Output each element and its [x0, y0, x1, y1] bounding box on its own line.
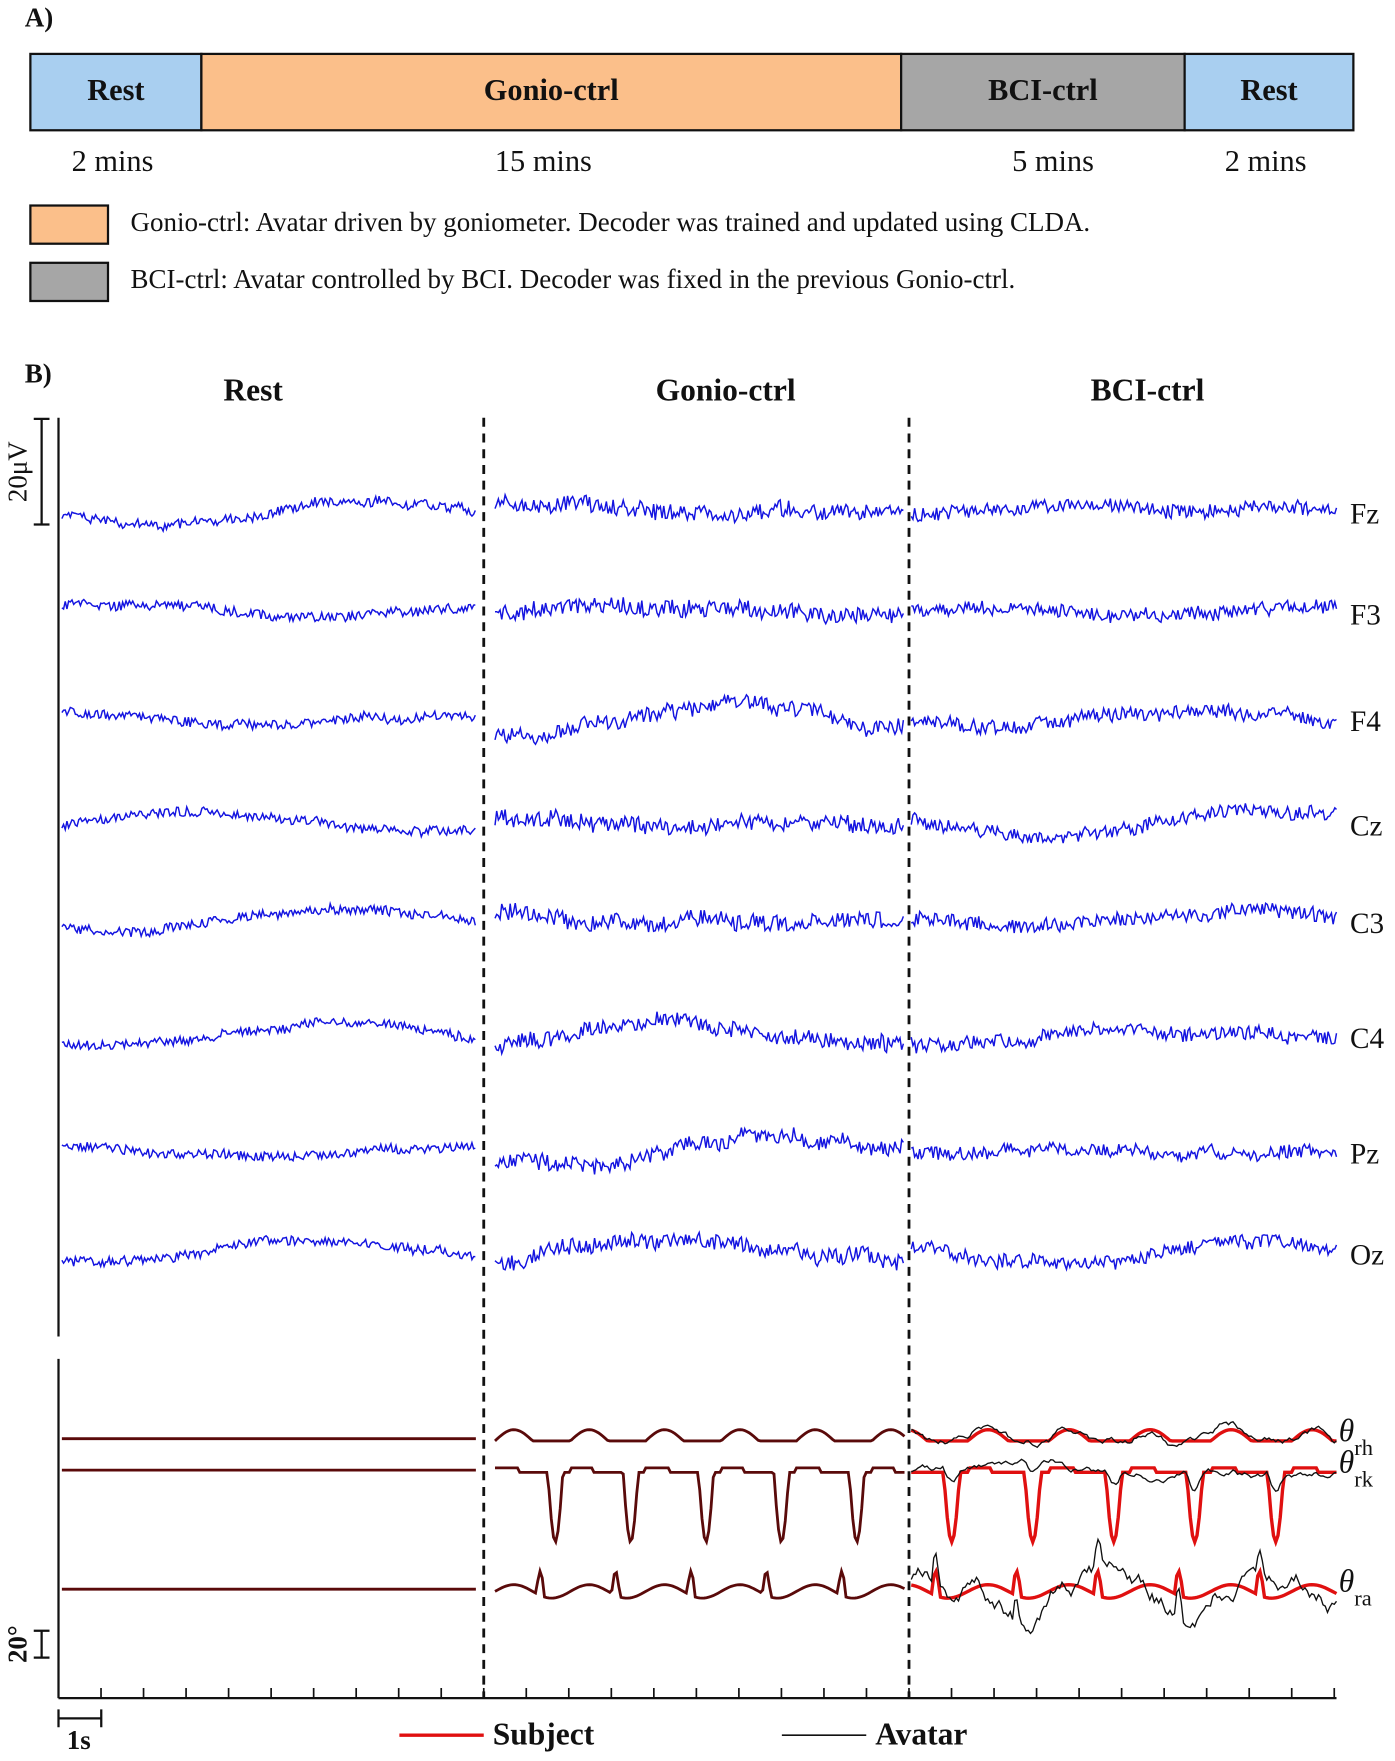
duration: 5 mins: [1012, 144, 1094, 178]
eeg-trace: [494, 1230, 905, 1271]
segment-label: Gonio-ctrl: [484, 73, 619, 107]
eeg-trace: [61, 1140, 476, 1163]
eeg-trace: [61, 493, 476, 534]
duration: 2 mins: [1225, 144, 1307, 178]
panel-label: A): [25, 2, 53, 32]
channel-label: Pz: [1350, 1138, 1379, 1170]
channel-label: C4: [1350, 1023, 1385, 1055]
legend-text: Avatar: [875, 1717, 967, 1752]
segment: [29, 52, 203, 132]
angle-symbol: θ: [1339, 1445, 1354, 1480]
duration: 15 mins: [495, 144, 592, 178]
legend-text: Gonio-ctrl: Avatar driven by goniometer.…: [131, 207, 1091, 237]
eeg-trace: [494, 492, 904, 525]
eeg-trace: [494, 807, 905, 837]
column-title: Rest: [223, 372, 283, 407]
channel-label: F4: [1350, 706, 1381, 738]
subject-trace: [910, 1566, 1338, 1600]
eeg-trace: [61, 804, 476, 839]
angle-symbol: θ: [1339, 1564, 1354, 1599]
avatar-trace: [911, 1421, 1337, 1449]
scale-bar: [33, 417, 50, 526]
eeg-trace: [494, 1011, 905, 1057]
channel-label: Oz: [1350, 1240, 1384, 1272]
panel-label: B): [25, 358, 52, 388]
duration: 2 mins: [72, 144, 154, 178]
angle-label: θrk: [1339, 1445, 1374, 1492]
column-title: Gonio-ctrl: [656, 372, 796, 407]
channel-label: F3: [1350, 599, 1381, 631]
eeg-trace: [910, 1020, 1338, 1054]
angle-symbol: θ: [1339, 1413, 1354, 1448]
legend-swatch: [29, 204, 110, 245]
angle-subscript: rk: [1354, 1467, 1373, 1492]
channel-label: C3: [1350, 908, 1384, 940]
segment-label: Rest: [87, 73, 144, 107]
angle-trace: [494, 1428, 906, 1443]
eeg-trace: [910, 701, 1337, 738]
eeg-trace: [494, 902, 905, 934]
eeg-trace: [61, 598, 476, 624]
segment: [1183, 52, 1355, 132]
eeg-trace: [61, 1234, 476, 1269]
angle-label: θra: [1339, 1564, 1372, 1611]
legend-text: Subject: [493, 1717, 595, 1752]
scale-label: 20μV: [2, 441, 32, 502]
channel-label: Cz: [1350, 811, 1383, 843]
legend-text: BCI-ctrl: Avatar controlled by BCI. Deco…: [131, 264, 1016, 294]
segment-label: Rest: [1240, 73, 1297, 107]
channel-label: Fz: [1350, 498, 1379, 530]
angle-trace: [494, 1566, 906, 1600]
subject-trace: [911, 1466, 1337, 1548]
eeg-trace: [911, 1140, 1338, 1163]
eeg-trace: [910, 497, 1338, 523]
segment: [200, 52, 903, 132]
scale-bar: [33, 1629, 50, 1659]
eeg-trace: [61, 706, 476, 733]
legend-swatch: [29, 261, 110, 303]
eeg-trace: [911, 598, 1338, 624]
angle-subscript: ra: [1354, 1586, 1371, 1611]
eeg-trace: [910, 803, 1337, 845]
eeg-trace: [494, 693, 905, 746]
column-title: BCI-ctrl: [1091, 372, 1205, 407]
eeg-trace: [495, 597, 905, 626]
eeg-trace: [910, 1233, 1338, 1272]
segment-label: BCI-ctrl: [988, 73, 1098, 107]
eeg-trace: [910, 901, 1338, 934]
avatar-trace: [910, 1458, 1337, 1493]
angle-trace: [495, 1466, 905, 1546]
eeg-trace: [61, 900, 477, 939]
eeg-trace: [494, 1126, 904, 1175]
angle-subscript: rh: [1354, 1435, 1373, 1460]
angle-label: θrh: [1339, 1413, 1373, 1460]
scale-label: 20°: [2, 1625, 32, 1663]
scale-bar: [57, 1709, 103, 1728]
scale-label: 1s: [67, 1725, 91, 1755]
eeg-trace: [61, 1016, 476, 1052]
avatar-trace: [910, 1537, 1338, 1635]
segment: [900, 52, 1186, 132]
